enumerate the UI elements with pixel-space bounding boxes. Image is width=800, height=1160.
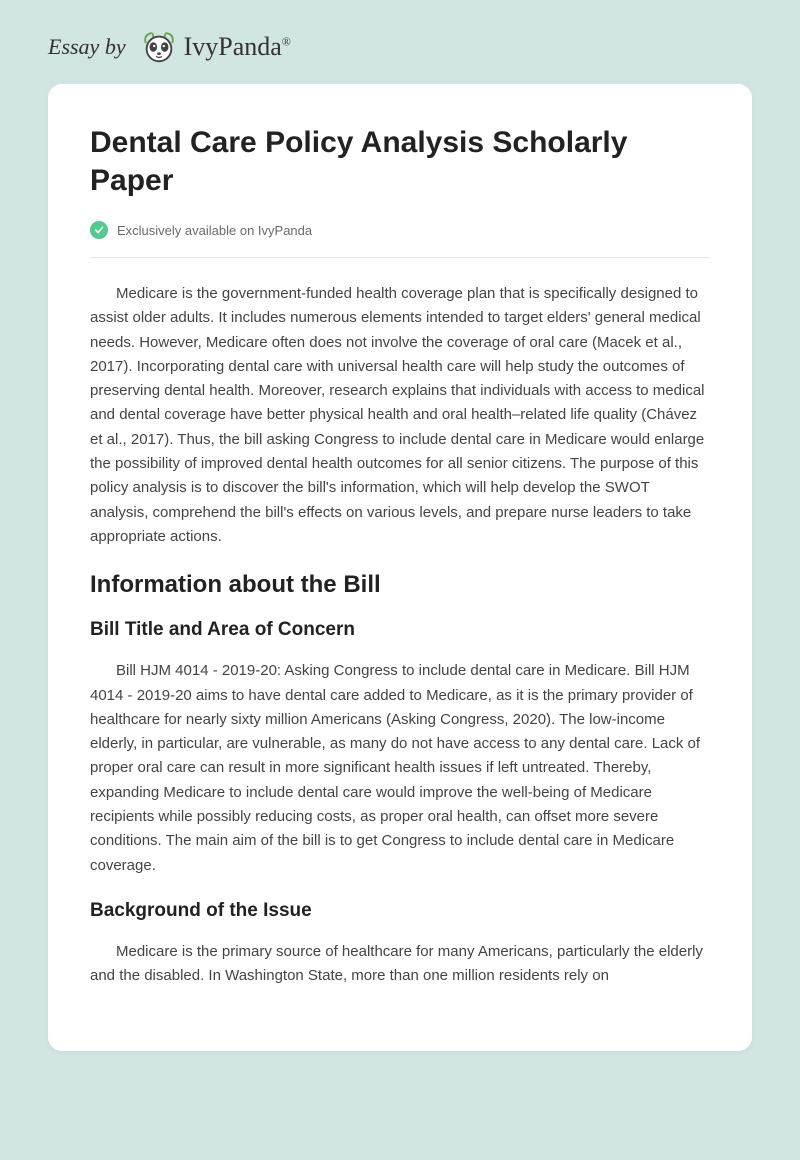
subsection-heading-2: Background of the Issue	[90, 900, 710, 922]
check-icon	[90, 221, 108, 239]
intro-paragraph: Medicare is the government-funded health…	[90, 282, 710, 549]
page-title: Dental Care Policy Analysis Scholarly Pa…	[90, 124, 710, 199]
badge-text: Exclusively available on IvyPanda	[117, 223, 312, 238]
brand-name-text: IvyPanda	[184, 32, 282, 61]
subsection-body-2: Medicare is the primary source of health…	[90, 940, 710, 989]
page-header: Essay by IvyPanda®	[0, 0, 800, 84]
essay-by-label: Essay by	[48, 34, 126, 60]
brand-name: IvyPanda®	[184, 32, 291, 62]
brand-reg: ®	[282, 34, 291, 48]
section-heading: Information about the Bill	[90, 571, 710, 599]
document-card: Dental Care Policy Analysis Scholarly Pa…	[48, 84, 752, 1051]
subsection-heading-1: Bill Title and Area of Concern	[90, 619, 710, 641]
availability-badge: Exclusively available on IvyPanda	[90, 221, 710, 258]
panda-icon	[140, 28, 178, 66]
brand-logo: IvyPanda®	[140, 28, 291, 66]
subsection-body-1: Bill HJM 4014 - 2019-20: Asking Congress…	[90, 659, 710, 878]
